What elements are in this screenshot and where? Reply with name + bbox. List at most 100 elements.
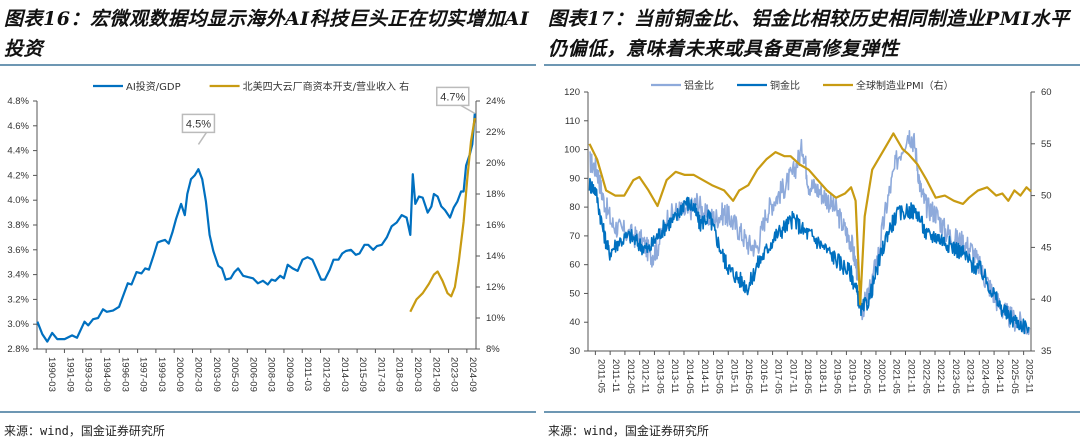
series-line-1 <box>409 117 476 313</box>
x-tick-label: 2011-11 <box>610 359 621 392</box>
x-tick-label: 2017-11 <box>787 359 798 393</box>
x-tick-label: 2014-03 <box>339 357 350 392</box>
bottom-divider <box>0 411 536 413</box>
series-line-0 <box>589 130 1031 336</box>
x-tick-label: 2011-05 <box>595 359 606 393</box>
callout-label: 4.5% <box>186 118 211 130</box>
y-right-tick-label: 55 <box>1041 139 1052 150</box>
y-right-tick-label: 50 <box>1041 191 1052 202</box>
y-left-tick-label: 4.8% <box>7 96 29 107</box>
callout-pointer <box>197 131 208 145</box>
callout-box <box>181 113 216 134</box>
x-tick-label: 2011-03 <box>302 357 313 391</box>
y-right-tick-label: 20% <box>486 158 506 169</box>
y-left-tick-label: 70 <box>569 231 580 242</box>
x-tick-label: 2018-05 <box>802 359 813 394</box>
callout-label: 4.7% <box>440 91 465 103</box>
y-left-tick-label: 3.0% <box>7 319 29 330</box>
y-left-tick-label: 110 <box>565 116 580 127</box>
y-left-tick-label: 30 <box>569 346 580 357</box>
x-tick-label: 1994-09 <box>101 357 112 392</box>
x-tick-label: 2016-11 <box>758 359 769 393</box>
x-tick-label: 2013-05 <box>654 359 665 394</box>
legend-label: AI投资/GDP <box>126 80 181 93</box>
source-note: 来源：wind，国金证券研究所 <box>4 424 165 438</box>
x-tick-label: 2025-11 <box>1024 359 1035 393</box>
series-line-1 <box>588 177 1030 335</box>
y-right-tick-label: 40 <box>1041 294 1052 305</box>
x-tick-label: 2023-11 <box>965 359 976 393</box>
y-left-tick-label: 2.8% <box>7 344 29 355</box>
copper-aluminum-gold-ratio-chart: 30 40 50 60 70 80 90 100 110 120 35 40 45 50 55 60 2011-… <box>564 79 1052 394</box>
x-tick-label: 1999-03 <box>156 357 167 392</box>
x-tick-label: 2014-05 <box>684 359 695 394</box>
y-right-tick-label: 14% <box>486 251 506 262</box>
y-left-tick-label: 120 <box>564 87 580 98</box>
y-left-tick-label: 4.4% <box>7 146 29 157</box>
y-right-tick-label: 18% <box>486 189 506 200</box>
x-tick-label: 2000-09 <box>174 357 185 392</box>
y-left-tick-label: 80 <box>569 202 580 213</box>
x-tick-label: 2018-11 <box>817 359 828 393</box>
y-right-tick-label: 10% <box>486 313 506 324</box>
x-tick-label: 2015-05 <box>714 359 725 394</box>
x-tick-label: 2003-09 <box>211 357 222 392</box>
y-right-tick-label: 45 <box>1041 242 1052 253</box>
x-tick-label: 1991-09 <box>64 357 75 392</box>
y-left-tick-label: 3.8% <box>7 220 29 231</box>
x-tick-label: 2020-03 <box>412 357 423 392</box>
legend-label: 铝金比 <box>684 79 714 92</box>
y-left-tick-label: 3.2% <box>7 294 29 305</box>
source-note: 来源：wind，国金证券研究所 <box>548 424 709 438</box>
x-tick-label: 2019-11 <box>846 359 857 393</box>
y-left-tick-label: 60 <box>569 260 580 271</box>
x-tick-label: 1997-09 <box>138 357 149 392</box>
x-tick-label: 2021-05 <box>891 359 902 394</box>
figure-16-panel: 图表16：宏微观数据均显示海外AI科技巨头正在切实增加AI投资 2.8% 3.0%… <box>0 0 536 446</box>
x-tick-label: 2023-03 <box>449 357 460 392</box>
x-tick-label: 2024-11 <box>994 359 1005 393</box>
x-tick-label: 2018-09 <box>394 357 405 392</box>
figure-17-panel: 图表17：当前铜金比、铝金比相较历史相同制造业PMI水平仍偏低，意味着未来或具备… <box>544 0 1080 446</box>
callout-box <box>436 86 470 107</box>
y-left-tick-label: 4.6% <box>7 121 29 132</box>
legend-label: 北美四大云厂商资本开支/营业收入 右 <box>243 80 410 93</box>
x-tick-label: 2006-09 <box>247 357 258 392</box>
top-divider <box>544 64 1080 66</box>
y-right-tick-label: 60 <box>1041 87 1052 98</box>
x-tick-label: 2024-05 <box>979 359 990 394</box>
y-right-tick-label: 22% <box>486 127 506 138</box>
x-tick-label: 2020-05 <box>861 359 872 394</box>
series-line-0 <box>36 113 476 343</box>
x-tick-label: 2017-05 <box>773 359 784 394</box>
legend-label: 全球制造业PMI（右） <box>856 79 954 92</box>
x-tick-label: 2017-03 <box>375 357 386 392</box>
x-tick-label: 2022-11 <box>935 359 946 393</box>
bottom-divider <box>544 411 1080 413</box>
y-left-tick-label: 40 <box>569 317 580 328</box>
figure-17-title: 图表17：当前铜金比、铝金比相较历史相同制造业PMI水平仍偏低，意味着未来或具备… <box>548 8 1070 60</box>
ai-investment-chart: 2.8% 3.0% 3.2% 3.4% 3.6% 3.8% 4.0% 4.2% 4.4% 4.6%… <box>7 80 506 392</box>
callout-pointer <box>460 104 476 115</box>
x-tick-label: 2012-09 <box>321 357 332 392</box>
x-tick-label: 2012-11 <box>640 359 651 393</box>
y-left-tick-label: 4.2% <box>7 170 29 181</box>
x-tick-label: 2009-09 <box>284 357 295 392</box>
x-tick-label: 2016-05 <box>743 359 754 394</box>
figure-16-title: 图表16：宏微观数据均显示海外AI科技巨头正在切实增加AI投资 <box>4 8 530 60</box>
legend-label: 铜金比 <box>770 79 800 92</box>
y-left-tick-label: 3.6% <box>7 245 29 256</box>
x-tick-label: 2023-05 <box>950 359 961 394</box>
x-tick-label: 2002-03 <box>192 357 203 392</box>
x-tick-label: 2022-05 <box>920 359 931 394</box>
y-left-tick-label: 50 <box>569 288 580 299</box>
x-tick-label: 2019-05 <box>832 359 843 394</box>
x-tick-label: 2021-09 <box>430 357 441 392</box>
x-tick-label: 2012-05 <box>625 359 636 394</box>
top-divider <box>0 64 536 66</box>
x-tick-label: 2025-05 <box>1009 359 1020 394</box>
x-tick-label: 1993-03 <box>83 357 94 392</box>
y-right-tick-label: 12% <box>486 282 506 293</box>
x-tick-label: 2020-11 <box>876 359 887 393</box>
x-tick-label: 2015-11 <box>728 359 739 393</box>
